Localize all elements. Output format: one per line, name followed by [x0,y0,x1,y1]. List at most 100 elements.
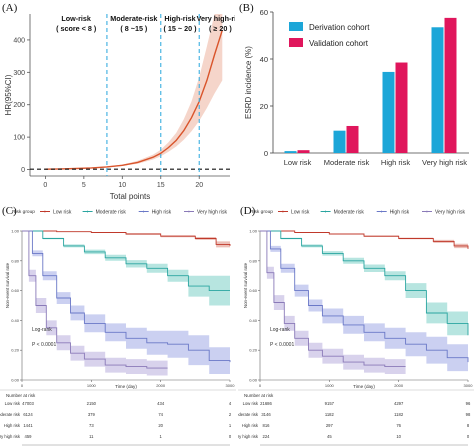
bar-validation-cohort-very-high-risk [444,17,457,153]
legend-title: Risk group [250,209,273,215]
legend-marker-moderate-risk: + [324,209,327,215]
legend-swatch-derivation-cohort [289,22,303,31]
bar-validation-cohort-high-risk [395,62,408,153]
esrd-incidence-bar-chart: 0 20 40 60 ESRD incidence (%) Low risk Moderat… [244,8,469,167]
legend-marker-high-risk: + [380,209,383,215]
x-tick-label-low-risk: Low risk [284,158,312,167]
legend-marker-low-risk: + [44,209,47,215]
y-axis-title: Non-event survival rate [5,262,10,308]
risk-cell-low-risk-1: 2150 [87,401,97,406]
x-axis-title: Total points [110,192,150,201]
y-tick-label: 20 [260,102,268,111]
risk-cell-moderate-risk-0: 3146 [261,412,271,417]
y-tick-label: 0.20 [249,348,258,353]
x-tick-label: 2000 [394,383,404,388]
risk-cell-very-high-risk-0: 459 [25,434,33,439]
x-tick-label: 3000 [464,383,474,388]
panel-c-label: (C) [2,205,17,217]
y-tick-label: 0.00 [11,378,20,383]
panel-b: (B) 0 20 40 60 ESRD incidence (%) Low risk Mod… [237,0,474,205]
risk-row-label-very-high-risk: Very high risk [0,434,21,439]
panel-d: (D) Risk group + Low risk + Moderate risk + Hi… [238,204,474,446]
ci-band-high-risk [260,231,468,376]
bar-derivation-cohort-low-risk [284,151,297,153]
group-range-high-risk: ( 15 ~ 20 ) [164,24,198,33]
y-tick-label: 0.20 [11,348,20,353]
panel-a-label: (A) [2,2,18,14]
y-tick-label: 60 [260,8,268,17]
risk-row-label-high-risk: High risk [4,423,21,428]
x-tick-label: 3000 [226,383,236,388]
legend-swatch-validation-cohort [289,38,303,47]
risk-cell-moderate-risk-3: 98 [466,412,471,417]
y-tick-label: 0.60 [11,288,20,293]
y-axis-title: Non-event survival rate [243,262,248,308]
y-tick-label: 0.80 [249,258,258,263]
risk-cell-very-high-risk-2: 1 [159,434,162,439]
y-tick-label: 300 [13,70,25,77]
ci-band-moderate-risk [22,231,230,306]
legend-label-high-risk: High risk [152,209,172,215]
panel-b-label: (B) [239,2,254,14]
bar-derivation-cohort-moderate-risk [333,130,346,153]
risk-cell-low-risk-0: 47003 [22,401,34,406]
bar-derivation-cohort-very-high-risk [431,27,444,153]
x-tick-label: 5 [82,182,86,189]
group-label-moderate-risk: Moderate-risk [110,14,157,23]
group-range-low-risk: ( score < 8 ) [56,24,97,33]
y-tick-label: 0 [21,167,25,174]
risk-cell-low-risk-3: 4 [229,401,232,406]
risk-cell-very-high-risk-3: 0 [229,434,232,439]
legend-label-derivation-cohort: Derivation cohort [309,23,370,32]
km-validation-chart: Risk group + Low risk + Moderate risk + High r… [238,209,474,446]
legend-marker-high-risk: + [142,209,145,215]
risk-cell-very-high-risk-0: 224 [263,434,271,439]
km-curve-moderate-risk [260,230,469,336]
x-tick-label: 0 [21,383,24,388]
km-curve-low-risk [22,230,231,246]
y-tick-label: 0.00 [249,378,258,383]
risk-cell-high-risk-0: 816 [263,423,271,428]
p-value-label: P < 0.0001 [270,342,294,348]
logrank-label: Log-rank [32,327,52,333]
legend-label-high-risk: High risk [390,209,410,215]
group-range-moderate-risk: ( 8 ~15 ) [120,24,148,33]
risk-row-label-very-high-risk: Very high risk [238,434,259,439]
x-tick-label: 10 [118,182,126,189]
risk-cell-low-risk-0: 21686 [260,401,272,406]
y-tick-label: 0.80 [11,258,20,263]
x-tick-label: 1000 [325,383,335,388]
risk-cell-very-high-risk-2: 10 [396,434,401,439]
hr-confidence-band [45,14,223,170]
x-tick-label-very-high-risk: Very high risk [422,158,467,167]
legend-marker-moderate-risk: + [86,209,89,215]
risk-row-label-low-risk: Low risk [5,401,21,406]
bar-validation-cohort-low-risk [297,150,310,153]
y-tick-label: 100 [13,135,25,142]
km-curve-very-high-risk [260,230,406,368]
risk-cell-high-risk-3: 8 [467,423,470,428]
y-tick-label: 0.40 [11,318,20,323]
x-tick-label: 2000 [156,383,166,388]
group-label-very-high-risk: Very high-risk [197,14,235,23]
y-tick-label: 0 [264,149,268,158]
risk-cell-moderate-risk-2: 74 [158,412,163,417]
ci-band-very-high-risk [22,231,168,376]
y-tick-label: 1.00 [11,229,20,234]
y-tick-label: 200 [13,102,25,109]
x-tick-label-moderate-risk: Moderate risk [324,158,370,167]
risk-row-label-low-risk: Low risk [243,401,259,406]
risk-cell-moderate-risk-3: 2 [229,412,232,417]
risk-cell-high-risk-2: 20 [158,423,163,428]
y-tick-label: 0.40 [249,318,258,323]
logrank-label: Log-rank [270,327,290,333]
legend-marker-low-risk: + [282,209,285,215]
x-tick-label: 15 [157,182,165,189]
legend-label-low-risk: Low risk [53,209,72,215]
bar-validation-cohort-moderate-risk [346,125,359,153]
y-axis-title: HR(95%CI) [4,74,13,115]
legend-label-validation-cohort: Validation cohort [309,39,369,48]
hr-spline-chart: 0 100 200 300 400 0 5 10 15 20 Total points HR(95%C… [4,14,235,201]
panel-a: (A) 0 100 200 300 400 0 5 10 15 20 Total points HR(… [0,0,235,205]
risk-cell-high-risk-0: 1441 [23,423,33,428]
